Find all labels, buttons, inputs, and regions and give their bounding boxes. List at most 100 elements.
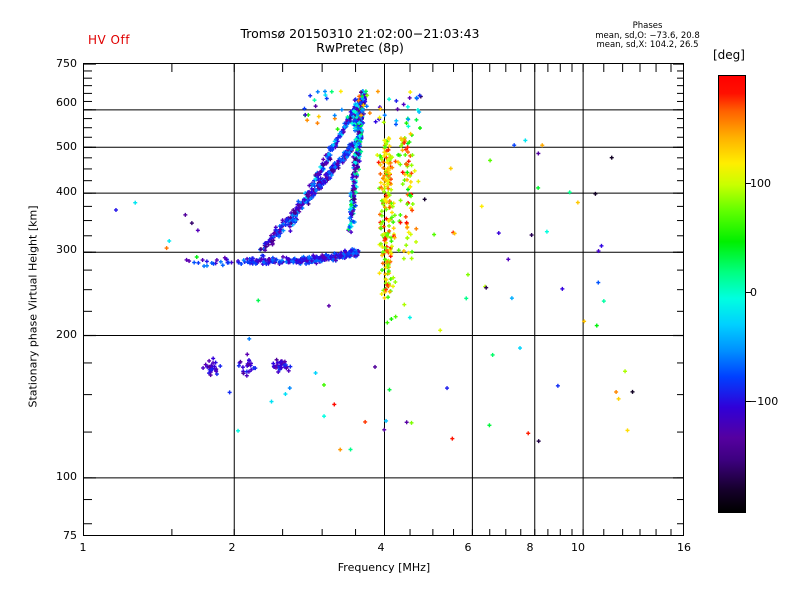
data-point [245,352,250,357]
data-point [518,346,523,351]
data-point [479,204,484,209]
data-point [582,319,587,324]
data-point [274,232,279,237]
data-point [405,170,410,175]
data-point [616,396,621,401]
data-point [323,89,328,94]
data-point [323,252,328,257]
data-point [214,372,219,377]
data-point [386,173,391,178]
data-point [277,234,282,239]
data-point [407,315,412,320]
data-point [330,148,335,153]
data-point [357,144,362,149]
data-point [224,257,229,262]
data-point [282,365,287,370]
data-point [387,289,392,294]
scatter-plot-canvas[interactable] [83,63,684,536]
data-point [353,118,358,123]
data-point [384,207,389,212]
data-point [293,218,298,223]
data-point [382,150,387,155]
data-point [355,158,360,163]
data-point [350,209,355,214]
data-point [386,269,391,274]
data-point [341,127,346,132]
data-point [258,247,263,252]
data-point [614,389,619,394]
data-point [625,428,630,433]
data-point [351,109,356,114]
phase-colorbar[interactable] [718,75,746,513]
data-point [387,152,392,157]
data-point [383,193,388,198]
data-point [353,166,358,171]
data-point [367,111,372,116]
data-point [283,362,288,367]
data-point [385,184,390,189]
data-point [321,166,326,171]
data-point [356,117,361,122]
colorbar-tick-0: 0 [750,286,757,299]
data-point [384,418,389,423]
data-point [331,142,336,147]
data-point [323,93,328,98]
data-point [398,220,403,225]
data-point [526,431,531,436]
data-point [349,202,354,207]
data-point [385,320,390,325]
data-point [414,117,419,122]
data-point [277,229,282,234]
data-point [347,251,352,256]
data-point [396,160,401,165]
data-point [277,260,282,265]
data-point [361,103,366,108]
data-point [183,212,188,217]
data-point [290,213,295,218]
colorbar-tick-100: 100 [750,177,771,190]
data-point [386,295,391,300]
data-point [350,121,355,126]
data-point [384,233,389,238]
data-point [335,161,340,166]
data-point [192,260,197,265]
data-point [211,356,216,361]
x-tick-16: 16 [677,541,691,554]
data-point [376,160,381,165]
data-point [332,139,337,144]
data-point [383,272,388,277]
data-point [384,155,389,160]
data-point [465,272,470,277]
data-point [378,180,383,185]
data-point [317,182,322,187]
data-point [345,154,350,159]
data-point [293,210,298,215]
data-point [357,141,362,146]
data-point [388,177,393,182]
data-point [393,314,398,319]
data-point [540,143,545,148]
data-point [412,168,417,173]
data-point [378,153,383,158]
data-point [279,224,284,229]
data-point [312,98,317,103]
data-point [381,224,386,229]
data-point [385,259,390,264]
data-point [382,153,387,158]
data-point [387,171,392,176]
data-point [387,136,392,141]
data-point [307,183,312,188]
data-point [405,162,410,167]
data-point [240,365,245,370]
data-point [405,236,410,241]
data-point [388,277,393,282]
data-point [258,258,263,263]
data-point [407,140,412,145]
data-point [208,373,213,378]
data-point [318,184,323,189]
data-point [336,165,341,170]
data-point [464,296,469,301]
data-point [389,215,394,220]
data-point [404,121,409,126]
data-point [382,113,387,118]
